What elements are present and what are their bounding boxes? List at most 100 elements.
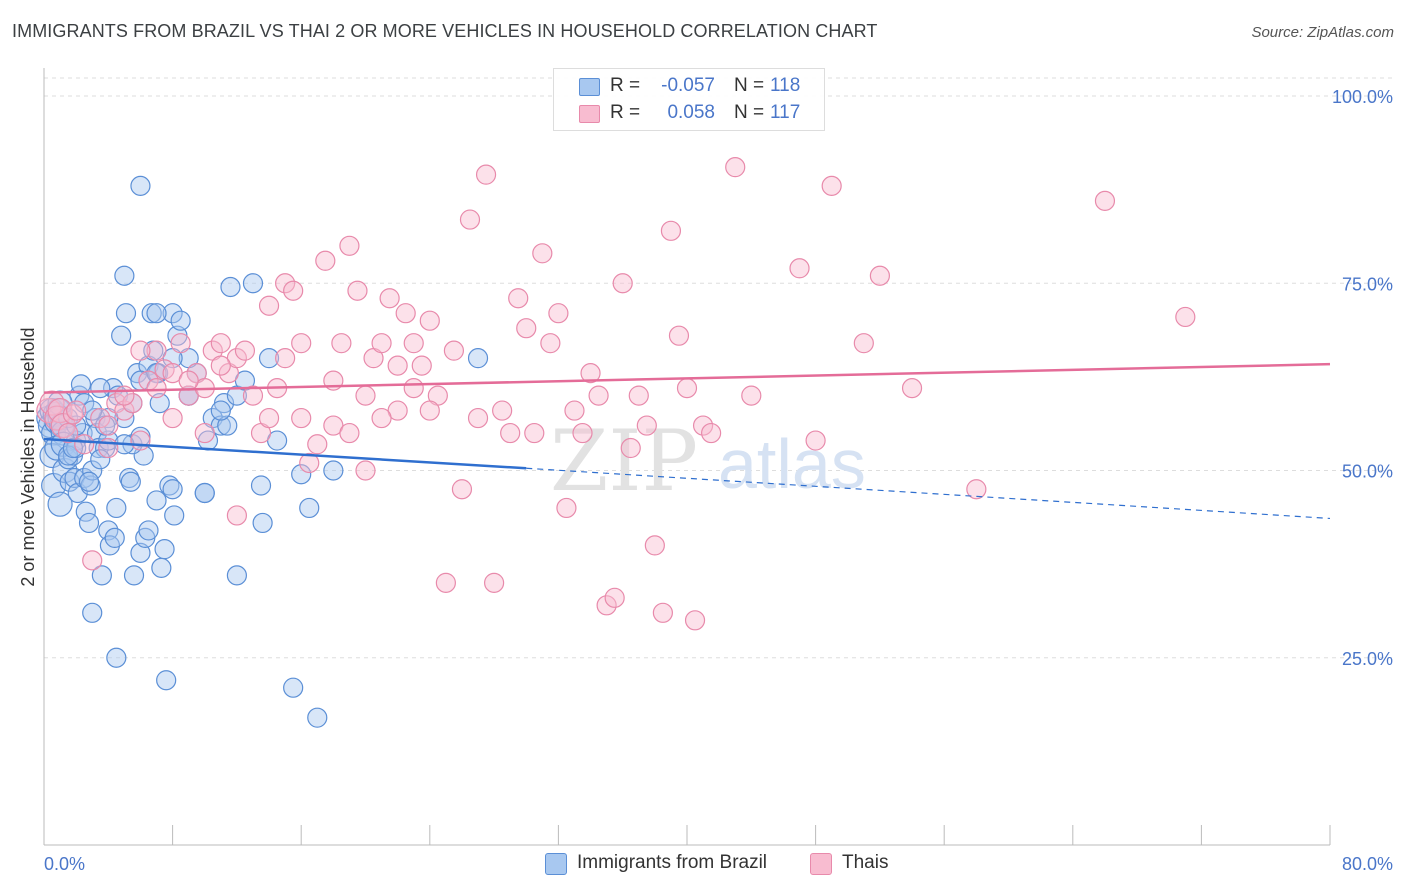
thai-point: [524, 422, 545, 444]
brazil-point: [123, 565, 145, 586]
thai-point: [644, 535, 665, 556]
r-label: R =: [610, 102, 641, 123]
thai-point: [604, 587, 625, 608]
thai-point: [484, 572, 505, 593]
brazil-point: [138, 520, 159, 541]
series-brazil-points: [36, 175, 489, 728]
brazil-point: [82, 460, 103, 481]
thai-point: [676, 378, 698, 399]
thai-point: [620, 437, 641, 459]
brazil-point: [111, 325, 132, 346]
legend-row-brazil: R = -0.057 N = 118: [554, 74, 824, 100]
thai-point: [652, 602, 673, 623]
brazil-point: [323, 460, 344, 481]
source-label: Source: ZipAtlas.com: [1251, 24, 1394, 41]
thai-point: [130, 340, 151, 361]
thai-point: [106, 392, 127, 414]
thai-point: [242, 385, 264, 406]
brazil-point: [78, 471, 100, 492]
thai-point: [371, 333, 392, 354]
brazil-point: [159, 475, 180, 496]
thai-point: [853, 333, 874, 354]
brazil-point: [130, 175, 151, 196]
chart-title: IMMIGRANTS FROM BRAZIL VS THAI 2 OR MORE…: [12, 21, 878, 41]
thai-point: [98, 415, 119, 436]
thai-point: [275, 348, 296, 369]
brazil-point: [156, 670, 177, 691]
brazil-point: [291, 464, 312, 485]
thai-point: [443, 340, 465, 361]
brazil-point: [194, 482, 215, 504]
thai-point: [548, 303, 569, 324]
brazil-point: [242, 273, 264, 294]
thai-point: [82, 550, 103, 571]
thai-point: [283, 280, 304, 301]
thai-point: [588, 385, 609, 406]
brazil-point: [210, 400, 231, 421]
thai-swatch: [579, 105, 600, 123]
brazil-point: [220, 276, 241, 298]
thai-point: [966, 479, 987, 500]
thai-point: [668, 325, 690, 346]
thai-point: [395, 303, 416, 324]
thai-point: [210, 355, 231, 376]
r-label: R =: [610, 75, 641, 96]
brazil-point: [164, 505, 185, 526]
thai-point: [459, 209, 481, 230]
brazil-point: [250, 475, 272, 496]
thai-point: [162, 407, 183, 429]
thai-point: [258, 295, 280, 316]
brazil-point: [106, 647, 127, 668]
thai-point: [451, 479, 473, 500]
thai-point: [596, 595, 617, 616]
thai-point: [58, 422, 79, 444]
thai-point: [435, 572, 456, 593]
thai-point: [74, 434, 95, 455]
brazil-trend-extension: [526, 467, 1331, 520]
thai-point: [146, 340, 167, 361]
brazil-swatch: [579, 78, 600, 96]
legend-label-thai: Thais: [842, 852, 889, 873]
thai-point: [572, 422, 593, 444]
brazil-point: [104, 527, 125, 549]
n-value: 117: [770, 102, 801, 123]
n-label: N =: [734, 102, 765, 123]
thai-point: [684, 610, 706, 631]
thai-point: [387, 355, 408, 376]
thai-swatch: [810, 853, 832, 875]
brazil-point: [307, 707, 328, 728]
y-tick-label: 75.0%: [1342, 274, 1393, 294]
thai-point: [540, 333, 561, 354]
thai-point: [821, 175, 842, 196]
brazil-point: [106, 497, 127, 519]
y-tick-label: 25.0%: [1342, 649, 1393, 669]
thai-point: [532, 243, 553, 264]
thai-point: [725, 157, 746, 178]
thai-point: [612, 273, 633, 294]
thai-point: [234, 340, 256, 361]
thai-point: [500, 422, 521, 444]
thai-point: [692, 415, 714, 436]
thai-point: [636, 415, 657, 436]
series-thai-points: [36, 157, 1196, 631]
thai-point: [492, 400, 513, 421]
thai-point: [291, 407, 312, 429]
thai-point: [178, 370, 199, 391]
thai-point: [556, 497, 577, 519]
thai-point: [130, 430, 151, 451]
thai-point: [339, 235, 360, 256]
brazil-point: [283, 677, 304, 698]
brazil-point: [82, 602, 103, 623]
thai-point: [307, 434, 328, 455]
brazil-point: [62, 437, 84, 459]
thai-point: [146, 378, 167, 399]
thai-point: [805, 430, 826, 451]
thai-point: [660, 220, 682, 241]
thai-point: [291, 333, 312, 354]
r-value: 0.058: [667, 102, 715, 123]
n-value: 118: [770, 75, 801, 96]
thai-point: [114, 385, 135, 406]
brazil-point: [149, 392, 170, 414]
thai-point: [114, 400, 135, 421]
